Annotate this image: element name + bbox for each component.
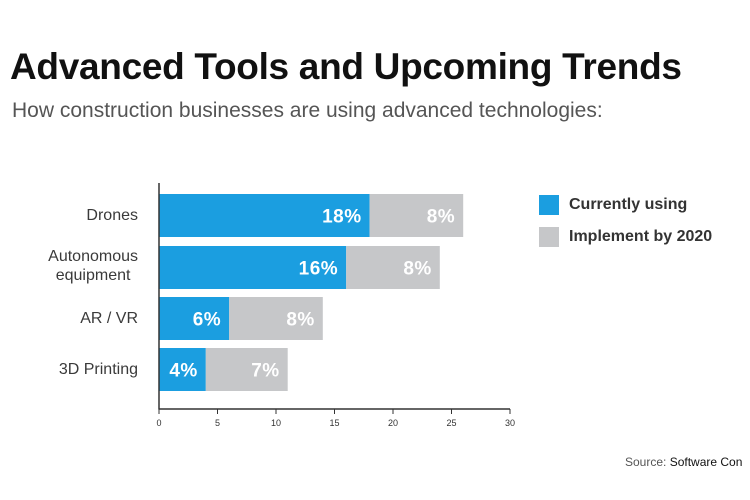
bar-label-current-2: 6% xyxy=(193,310,221,331)
legend-item-currently-using: Currently using xyxy=(539,195,712,215)
x-tick-label-4: 20 xyxy=(388,418,398,428)
x-tick-label-3: 15 xyxy=(329,418,339,428)
bar-planned-0 xyxy=(369,194,464,237)
chart-title: Advanced Tools and Upcoming Trends xyxy=(10,46,682,87)
x-tick-label-2: 10 xyxy=(271,418,281,428)
bar-planned-1 xyxy=(346,246,440,289)
legend-item-implement-by-2020: Implement by 2020 xyxy=(539,227,712,247)
bar-label-current-0: 18% xyxy=(322,207,362,228)
bar-current-2 xyxy=(159,297,230,340)
chart-subtitle: How construction businesses are using ad… xyxy=(12,99,603,122)
bar-label-current-3: 4% xyxy=(169,361,197,382)
x-tick-label-5: 25 xyxy=(446,418,456,428)
bar-current-1 xyxy=(159,246,347,289)
legend: Currently using Implement by 2020 xyxy=(539,195,712,259)
legend-swatch-currently-using xyxy=(539,195,559,215)
source-note: Source: Software Con xyxy=(625,455,742,469)
bar-planned-2 xyxy=(229,297,323,340)
bar-label-current-1: 16% xyxy=(299,259,339,280)
bar-current-3 xyxy=(159,348,206,391)
source-name: Software Con xyxy=(669,455,743,469)
bar-current-0 xyxy=(159,194,370,237)
category-label-3: 3D Printing xyxy=(58,361,138,378)
category-label-1: Autonomous equipment xyxy=(48,247,138,284)
legend-label-currently-using: Currently using xyxy=(569,196,688,213)
category-label-2: AR / VR xyxy=(80,310,138,327)
bar-label-planned-0: 8% xyxy=(427,207,455,228)
bar-planned-3 xyxy=(205,348,288,391)
source-prefix: Source: xyxy=(625,455,670,469)
legend-swatch-implement-by-2020 xyxy=(539,227,559,247)
category-label-0: Drones xyxy=(86,207,138,224)
legend-label-implement-by-2020: Implement by 2020 xyxy=(569,228,713,245)
bar-label-planned-2: 8% xyxy=(286,310,314,331)
x-tick-label-6: 30 xyxy=(505,418,515,428)
x-tick-label-1: 5 xyxy=(215,418,220,428)
bar-label-planned-1: 8% xyxy=(403,259,431,280)
bar-label-planned-3: 7% xyxy=(251,361,279,382)
x-tick-label-0: 0 xyxy=(156,418,161,428)
